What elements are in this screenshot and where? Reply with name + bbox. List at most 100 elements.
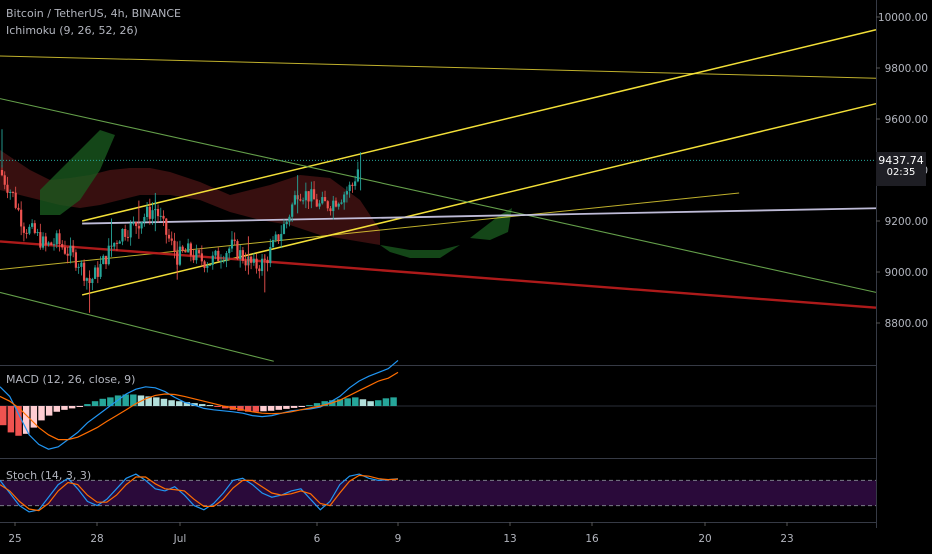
trendline-green [0, 291, 274, 362]
candle-body [187, 243, 190, 253]
candle-body [225, 253, 228, 261]
macd-histogram-bar [68, 406, 76, 409]
candle-body [351, 184, 354, 186]
candle-body [77, 266, 80, 268]
candle-body [104, 255, 108, 265]
macd-histogram-bar [91, 401, 99, 406]
candle-body [41, 236, 45, 248]
candle-body [299, 199, 302, 201]
macd-histogram-bar [283, 406, 290, 409]
candle-body [55, 233, 58, 245]
symbol-title: Bitcoin / TetherUS, 4h, BINANCE [6, 7, 182, 20]
candle-body [258, 268, 261, 272]
candle-body [170, 238, 173, 241]
candle-body [203, 261, 206, 268]
candle-body [9, 191, 12, 193]
candle-body [310, 189, 313, 202]
y-tick-label: 9000.00 [885, 267, 928, 279]
macd-histogram-bar [267, 406, 275, 411]
trendline-red [0, 240, 877, 309]
macd-layer: 0.00−100.00 [0, 359, 928, 461]
candle-body [192, 255, 195, 261]
candle-body [315, 199, 318, 207]
trendline-layer [0, 29, 877, 362]
macd-histogram-bar [30, 406, 38, 428]
candle-body [304, 191, 307, 201]
candle-body [140, 221, 143, 229]
macd-histogram-bar [107, 397, 114, 406]
candle-body [167, 234, 171, 239]
candle-body [14, 192, 17, 208]
macd-histogram-bar [84, 404, 91, 406]
candle-body [334, 200, 338, 207]
macd-histogram-bar [244, 406, 252, 412]
macd-histogram-bar [22, 406, 30, 434]
candle-body [321, 197, 324, 204]
macd-histogram-bar [0, 406, 7, 426]
candle-body [337, 203, 340, 207]
y-tick-label: 10000.00 [878, 12, 928, 24]
candle-body [329, 208, 332, 212]
candle-body [159, 215, 162, 217]
ichimoku-cloud-bull [470, 208, 512, 240]
candle-body [74, 252, 78, 268]
candle-body [184, 250, 187, 253]
price-badge-value: 9437.74 [878, 154, 924, 167]
x-tick-label: 13 [503, 533, 516, 545]
candle-body [33, 223, 36, 233]
candle-body [285, 221, 288, 225]
candle-body [143, 216, 146, 222]
candle-body [0, 170, 4, 176]
candle-body [165, 218, 168, 235]
stoch-band [0, 480, 876, 506]
candle-body [44, 236, 47, 245]
candle-body [198, 250, 201, 254]
candle-body [312, 189, 316, 200]
candle-body [11, 191, 15, 193]
macd-histogram-bar [168, 400, 175, 406]
macd-histogram-bar [336, 399, 344, 406]
stoch-layer: 100.0050.00 [0, 467, 928, 513]
candle-body [288, 216, 291, 222]
macd-histogram-bar [352, 397, 359, 406]
macd-signal-line [0, 371, 399, 441]
macd-histogram-bar [252, 406, 260, 412]
candle-body [222, 260, 225, 262]
candle-body [326, 201, 329, 209]
candle-body [28, 226, 31, 234]
candle-body [233, 239, 236, 242]
candle-body [236, 241, 239, 259]
candle-body [214, 250, 217, 256]
candle-body [102, 255, 105, 265]
macd-histogram-bar [275, 406, 282, 410]
candle-body [50, 242, 53, 245]
candle-body [20, 209, 23, 227]
candle-body [239, 250, 242, 259]
candle-body [31, 223, 34, 227]
axis-layer: 10000.009800.009600.009400.009200.009000… [8, 0, 932, 550]
stoch-d-line [0, 474, 399, 512]
y-tick-label: 9600.00 [885, 114, 928, 126]
macd-histogram-bar [61, 406, 68, 410]
candle-body [148, 206, 151, 219]
candle-body [228, 248, 231, 254]
macd-label: MACD (12, 26, close, 9) [6, 373, 136, 386]
candle-body [302, 200, 305, 202]
candle-body [217, 250, 220, 262]
candle-body [151, 210, 154, 219]
x-tick-label: 28 [90, 533, 103, 545]
candle-body [52, 244, 56, 246]
trendline-yellow [0, 192, 740, 270]
x-tick-label: 25 [8, 533, 21, 545]
macd-histogram-bar [290, 406, 298, 408]
candle-body [83, 262, 86, 281]
macd-histogram-bar [130, 394, 137, 406]
candle-body [318, 203, 321, 207]
x-tick-label: 23 [780, 533, 793, 545]
trendline-yellow [81, 102, 877, 296]
candle-body [145, 206, 149, 217]
macd-histogram-bar [367, 401, 374, 406]
price-badge-countdown: 02:35 [886, 167, 916, 178]
